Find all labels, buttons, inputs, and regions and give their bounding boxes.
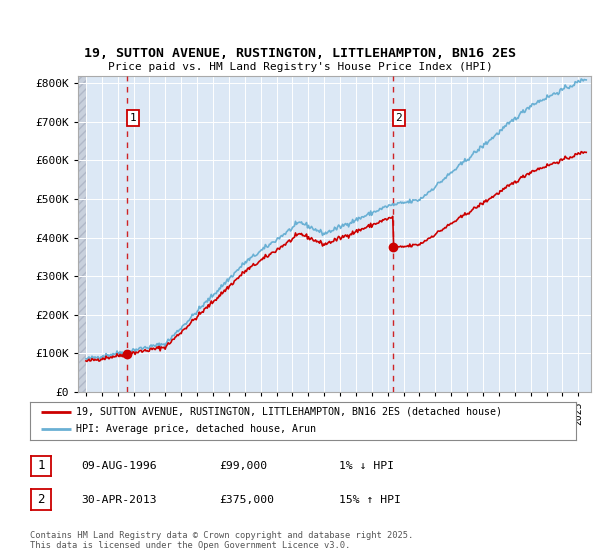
Text: Contains HM Land Registry data © Crown copyright and database right 2025.
This d: Contains HM Land Registry data © Crown c… [30,531,413,550]
Text: 2: 2 [395,113,402,123]
Text: £375,000: £375,000 [219,494,274,505]
Text: 09-AUG-1996: 09-AUG-1996 [81,461,157,471]
Text: 19, SUTTON AVENUE, RUSTINGTON, LITTLEHAMPTON, BN16 2ES (detached house): 19, SUTTON AVENUE, RUSTINGTON, LITTLEHAM… [76,407,502,417]
Text: £99,000: £99,000 [219,461,267,471]
Text: 19, SUTTON AVENUE, RUSTINGTON, LITTLEHAMPTON, BN16 2ES: 19, SUTTON AVENUE, RUSTINGTON, LITTLEHAM… [84,47,516,60]
Text: 2: 2 [37,493,45,506]
Text: Price paid vs. HM Land Registry's House Price Index (HPI): Price paid vs. HM Land Registry's House … [107,62,493,72]
Text: 15% ↑ HPI: 15% ↑ HPI [339,494,401,505]
Text: 1: 1 [130,113,136,123]
Text: HPI: Average price, detached house, Arun: HPI: Average price, detached house, Arun [76,424,316,435]
Text: 1% ↓ HPI: 1% ↓ HPI [339,461,394,471]
Text: 30-APR-2013: 30-APR-2013 [81,494,157,505]
Text: 1: 1 [37,459,45,473]
